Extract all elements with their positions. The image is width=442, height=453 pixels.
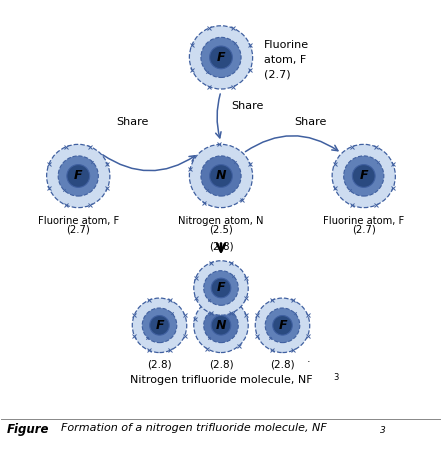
Circle shape — [210, 164, 232, 188]
Text: 3: 3 — [380, 426, 386, 435]
Circle shape — [265, 308, 300, 342]
Circle shape — [132, 298, 187, 352]
Text: N: N — [216, 319, 226, 332]
Circle shape — [210, 46, 232, 69]
Circle shape — [194, 261, 248, 315]
Circle shape — [189, 26, 253, 89]
Text: 3: 3 — [333, 373, 339, 382]
Text: F: F — [359, 169, 368, 183]
Text: (2.5): (2.5) — [209, 224, 233, 234]
Circle shape — [255, 298, 310, 352]
Circle shape — [194, 298, 248, 352]
Text: Share: Share — [116, 117, 148, 127]
Text: (2.7): (2.7) — [352, 224, 376, 234]
Circle shape — [332, 145, 396, 207]
Text: Fluorine: Fluorine — [263, 40, 309, 50]
Text: atom, F: atom, F — [263, 55, 306, 65]
Circle shape — [201, 156, 241, 196]
Circle shape — [344, 156, 384, 196]
Text: (2.7): (2.7) — [263, 69, 290, 79]
Text: Fluorine atom, F: Fluorine atom, F — [323, 216, 404, 226]
Circle shape — [204, 271, 238, 305]
Circle shape — [67, 164, 90, 188]
Circle shape — [189, 145, 253, 207]
Circle shape — [142, 308, 177, 342]
Text: Share: Share — [231, 101, 263, 111]
Text: ·: · — [307, 357, 310, 367]
Text: (2.8): (2.8) — [270, 360, 295, 370]
Text: F: F — [217, 51, 225, 64]
Circle shape — [201, 37, 241, 77]
Text: F: F — [74, 169, 83, 183]
Text: N: N — [216, 169, 226, 183]
Circle shape — [58, 156, 98, 196]
Text: Nitrogen trifluoride molecule, NF: Nitrogen trifluoride molecule, NF — [130, 376, 312, 386]
Circle shape — [273, 316, 292, 335]
Text: (2.8): (2.8) — [147, 360, 172, 370]
Circle shape — [46, 145, 110, 207]
Text: F: F — [217, 281, 225, 294]
Text: Share: Share — [294, 117, 326, 127]
Circle shape — [204, 308, 238, 342]
Text: F: F — [155, 319, 164, 332]
Text: Fluorine atom, F: Fluorine atom, F — [38, 216, 119, 226]
Text: Formation of a nitrogen trifluoride molecule, NF: Formation of a nitrogen trifluoride mole… — [61, 423, 327, 433]
Text: (2.8): (2.8) — [209, 241, 233, 251]
Circle shape — [211, 278, 231, 298]
Text: Figure: Figure — [7, 423, 49, 436]
Circle shape — [150, 316, 169, 335]
Circle shape — [211, 316, 231, 335]
Circle shape — [352, 164, 375, 188]
Text: (2.7): (2.7) — [66, 224, 90, 234]
Text: (2.8): (2.8) — [209, 360, 233, 370]
Text: Nitrogen atom, N: Nitrogen atom, N — [178, 216, 264, 226]
Text: F: F — [278, 319, 287, 332]
